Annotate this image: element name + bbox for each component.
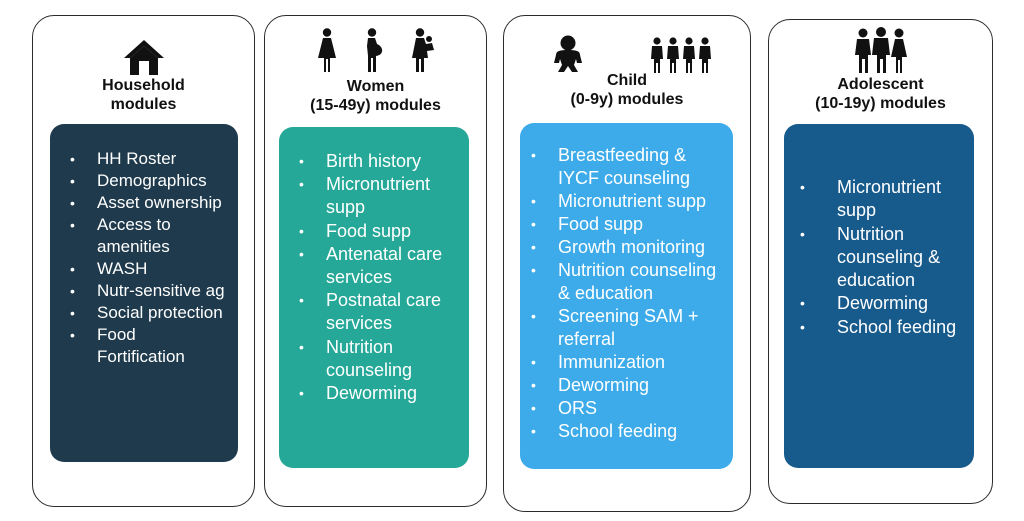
list-item: Access to amenities — [70, 214, 228, 258]
child-title-line-1: Child — [607, 72, 647, 89]
list-item: Social protection — [70, 302, 228, 324]
list-item: Micronutrient supp — [800, 176, 964, 223]
list-item: Immunization — [531, 351, 727, 374]
household-title-line-2: modules — [110, 96, 177, 113]
list-item: Growth monitoring — [531, 236, 727, 259]
women-title-line-2: (15-49y) modules — [310, 97, 441, 114]
list-item: Food supp — [531, 213, 727, 236]
list-item: Food Fortification — [70, 324, 228, 368]
child-title-line-2: (0-9y) modules — [570, 91, 684, 108]
list-item: Birth history — [299, 150, 459, 173]
baby-icon — [554, 35, 582, 72]
child-icons — [504, 33, 750, 73]
women-title-line-1: Women — [346, 78, 405, 95]
list-item: School feeding — [531, 420, 727, 443]
list-item: Nutrition counseling — [299, 336, 459, 382]
list-item: Food supp — [299, 220, 459, 243]
household-title-line-1: Household — [102, 77, 185, 94]
household-list: HH Roster Demographics Asset ownership A… — [70, 148, 228, 368]
list-item: Micronutrient supp — [299, 173, 459, 219]
list-item: Antenatal care services — [299, 243, 459, 289]
list-item: Deworming — [531, 374, 727, 397]
list-item: Breastfeeding & IYCF counseling — [531, 144, 727, 190]
list-item: WASH — [70, 258, 228, 280]
list-item: Deworming — [299, 382, 459, 405]
adolescent-title: Adolescent (10-19y) modules — [769, 75, 992, 113]
list-item: Nutrition counseling & education — [531, 259, 727, 305]
household-icons — [33, 36, 254, 76]
list-item: Asset ownership — [70, 192, 228, 214]
women-panel: Birth history Micronutrient supp Food su… — [279, 127, 469, 468]
list-item: Nutrition counseling & education — [800, 223, 964, 293]
adolescent-group-icon — [854, 27, 907, 73]
list-item: Postnatal care services — [299, 289, 459, 335]
house-icon — [123, 40, 164, 75]
women-icons — [265, 26, 486, 72]
children-group-icon — [651, 37, 711, 73]
list-item: Screening SAM + referral — [531, 305, 727, 351]
child-title: Child (0-9y) modules — [504, 71, 750, 109]
adolescent-list: Micronutrient supp Nutrition counseling … — [800, 176, 964, 339]
adolescent-icons — [769, 25, 992, 73]
adolescent-title-line-2: (10-19y) modules — [815, 95, 946, 112]
child-list: Breastfeeding & IYCF counseling Micronut… — [531, 144, 727, 443]
pregnant-woman-icon — [366, 28, 382, 72]
woman-with-child-icon — [411, 28, 434, 72]
child-panel: Breastfeeding & IYCF counseling Micronut… — [520, 123, 733, 469]
woman-icon — [317, 28, 336, 72]
adolescent-title-line-1: Adolescent — [837, 76, 924, 93]
list-item: Micronutrient supp — [531, 190, 727, 213]
household-panel: HH Roster Demographics Asset ownership A… — [50, 124, 238, 462]
list-item: HH Roster — [70, 148, 228, 170]
list-item: Nutr-sensitive ag — [70, 280, 228, 302]
household-title: Household modules — [33, 76, 254, 114]
adolescent-panel: Micronutrient supp Nutrition counseling … — [784, 124, 974, 468]
list-item: ORS — [531, 397, 727, 420]
women-list: Birth history Micronutrient supp Food su… — [299, 150, 459, 405]
list-item: Deworming — [800, 292, 964, 316]
list-item: School feeding — [800, 316, 964, 340]
women-title: Women (15-49y) modules — [265, 77, 486, 115]
list-item: Demographics — [70, 170, 228, 192]
